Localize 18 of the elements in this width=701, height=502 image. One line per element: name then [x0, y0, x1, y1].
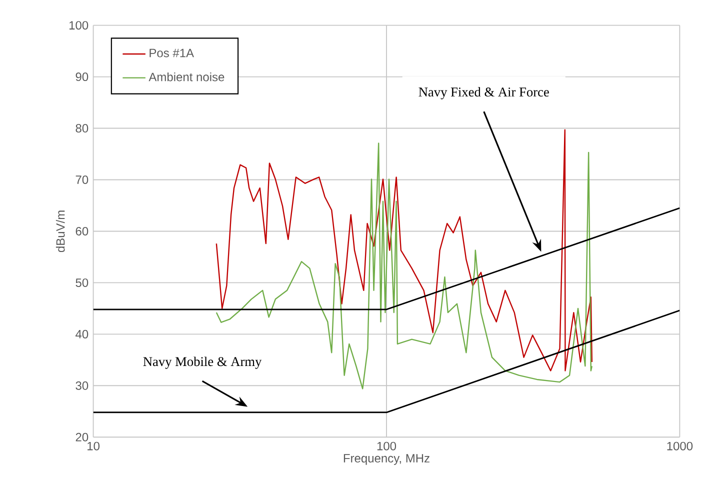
legend-label: Pos #1A: [150, 48, 194, 58]
x-axis-title: Frequency, MHz: [344, 454, 430, 465]
x-tick-label: 10: [88, 442, 100, 450]
y-tick-label: 100: [69, 20, 88, 30]
y-tick-label: 60: [76, 226, 88, 236]
y-tick-label: 70: [76, 175, 88, 184]
y-axis-title: dBuV/m: [56, 210, 65, 252]
y-tick-label: 30: [76, 381, 88, 390]
y-tick-label: 20: [76, 432, 88, 442]
x-tick-label: 1000: [667, 442, 693, 450]
y-tick-label: 80: [76, 124, 88, 132]
y-tick-label: 40: [76, 330, 88, 338]
y-tick-label: 50: [76, 278, 88, 287]
annotation: Navy Fixed & Air Force: [418, 86, 549, 100]
annotation: Navy Mobile & Army: [143, 356, 262, 369]
y-tick-label: 90: [76, 72, 88, 81]
legend-label: Ambient noise: [148, 72, 224, 82]
x-tick-label: 100: [377, 442, 396, 450]
